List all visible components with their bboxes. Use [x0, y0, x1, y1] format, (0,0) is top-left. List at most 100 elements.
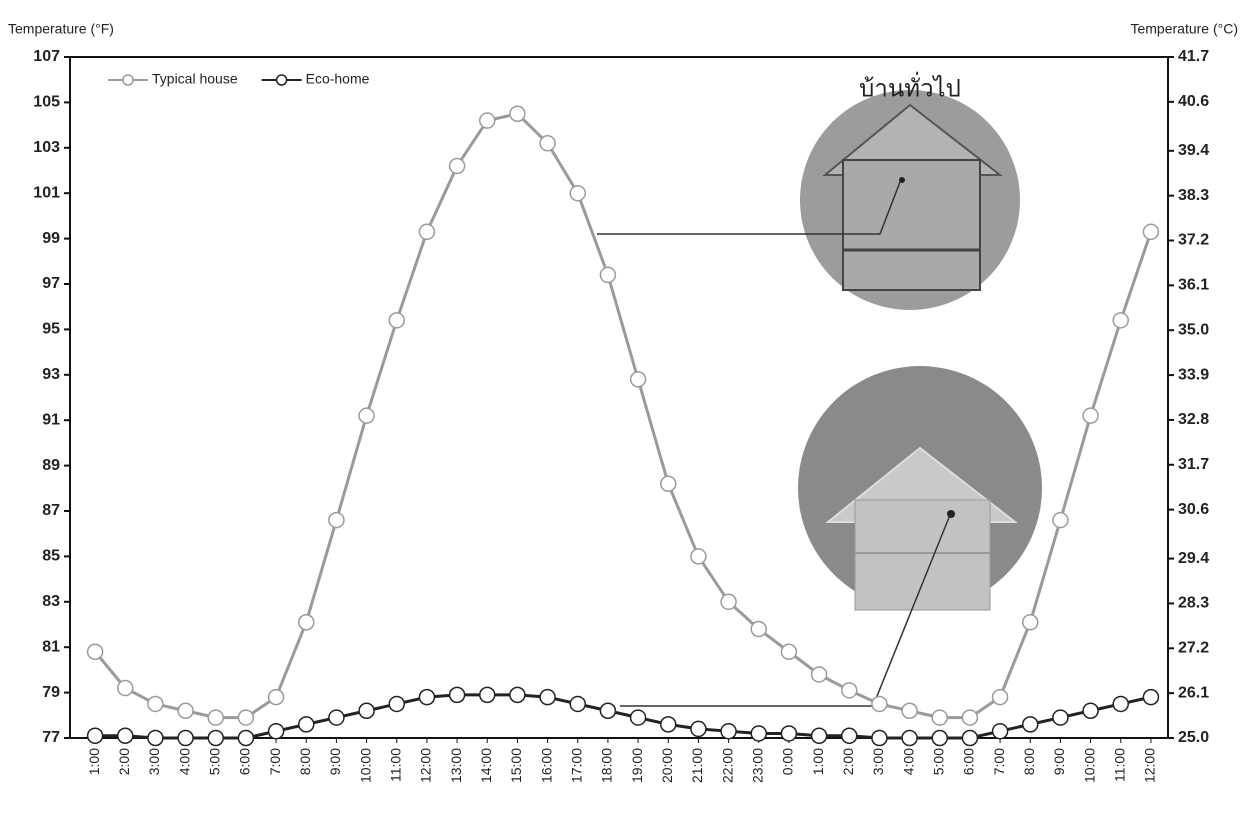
point: [269, 690, 284, 705]
x-tick-label: 7:00: [991, 748, 1007, 775]
x-tick-label: 2:00: [840, 748, 856, 775]
y-tick-label: 87: [42, 502, 60, 519]
x-tick-label: 1:00: [810, 748, 826, 775]
x-tick-label: 8:00: [297, 748, 313, 775]
x-tick-label: 6:00: [237, 748, 253, 775]
y2-tick-label: 38.3: [1178, 187, 1209, 204]
y-axis-label: Temperature (°F): [8, 21, 114, 37]
background: [0, 0, 1243, 814]
point: [570, 696, 585, 711]
x-tick-label: 2:00: [116, 748, 132, 775]
y2-tick-label: 39.4: [1178, 142, 1209, 159]
x-tick-label: 6:00: [961, 748, 977, 775]
point: [691, 549, 706, 564]
x-tick-label: 5:00: [206, 748, 222, 775]
point: [962, 710, 977, 725]
point: [118, 728, 133, 743]
point: [1113, 313, 1128, 328]
point: [419, 224, 434, 239]
point: [1113, 696, 1128, 711]
point: [88, 728, 103, 743]
y2-tick-label: 25.0: [1178, 729, 1209, 746]
point: [480, 113, 495, 128]
illustration-eco: [798, 366, 1042, 610]
x-tick-label: 0:00: [780, 748, 796, 775]
x-tick-label: 5:00: [930, 748, 946, 775]
point: [148, 696, 163, 711]
point: [299, 615, 314, 630]
y-tick-label: 81: [42, 638, 60, 655]
point: [600, 267, 615, 282]
point: [570, 186, 585, 201]
point: [751, 622, 766, 637]
point: [389, 313, 404, 328]
point: [1023, 717, 1038, 732]
y-tick-label: 101: [33, 184, 60, 201]
point: [118, 681, 133, 696]
point: [148, 731, 163, 746]
y-tick-label: 107: [33, 48, 60, 65]
point: [389, 696, 404, 711]
point: [540, 690, 555, 705]
x-tick-label: 3:00: [146, 748, 162, 775]
x-tick-label: 20:00: [659, 748, 675, 783]
x-tick-label: 18:00: [599, 748, 615, 783]
x-tick-label: 7:00: [267, 748, 283, 775]
x-tick-label: 3:00: [870, 748, 886, 775]
y2-axis-label: Temperature (°C): [1130, 21, 1238, 37]
y2-tick-label: 35.0: [1178, 321, 1209, 338]
point: [812, 667, 827, 682]
point: [208, 731, 223, 746]
x-tick-label: 4:00: [900, 748, 916, 775]
point: [299, 717, 314, 732]
x-tick-label: 17:00: [568, 748, 584, 783]
x-tick-label: 9:00: [327, 748, 343, 775]
point: [993, 724, 1008, 739]
point: [269, 724, 284, 739]
legend-marker: [277, 75, 287, 85]
y-tick-label: 77: [42, 729, 60, 746]
x-tick-label: 13:00: [448, 748, 464, 783]
legend-marker: [123, 75, 133, 85]
point: [631, 710, 646, 725]
x-tick-label: 23:00: [749, 748, 765, 783]
point: [751, 726, 766, 741]
y2-tick-label: 28.3: [1178, 595, 1209, 612]
y2-tick-label: 32.8: [1178, 411, 1209, 428]
point: [1083, 408, 1098, 423]
x-tick-label: 10:00: [1081, 748, 1097, 783]
point: [842, 728, 857, 743]
y-tick-label: 105: [33, 94, 60, 111]
y2-tick-label: 29.4: [1178, 550, 1209, 567]
x-tick-label: 10:00: [357, 748, 373, 783]
y2-tick-label: 33.9: [1178, 366, 1209, 383]
annotation: บ้านทั่วไป: [859, 72, 961, 103]
y2-tick-label: 40.6: [1178, 93, 1209, 110]
x-tick-label: 12:00: [418, 748, 434, 783]
y2-tick-label: 36.1: [1178, 277, 1209, 294]
point: [902, 703, 917, 718]
y2-tick-label: 30.6: [1178, 501, 1209, 518]
point: [631, 372, 646, 387]
point: [510, 106, 525, 121]
point: [329, 710, 344, 725]
point: [993, 690, 1008, 705]
point: [1143, 224, 1158, 239]
x-tick-label: 19:00: [629, 748, 645, 783]
y2-tick-label: 37.2: [1178, 232, 1209, 249]
point: [902, 731, 917, 746]
y-tick-label: 95: [42, 321, 60, 338]
x-tick-label: 11:00: [387, 748, 403, 782]
point: [510, 687, 525, 702]
point: [661, 476, 676, 491]
point: [450, 158, 465, 173]
x-tick-label: 15:00: [508, 748, 524, 783]
point: [88, 644, 103, 659]
x-tick-label: 16:00: [538, 748, 554, 783]
y-tick-label: 85: [42, 548, 60, 565]
point: [872, 731, 887, 746]
y2-tick-label: 31.7: [1178, 456, 1209, 473]
y-tick-label: 83: [42, 593, 60, 610]
point: [238, 710, 253, 725]
point: [178, 731, 193, 746]
